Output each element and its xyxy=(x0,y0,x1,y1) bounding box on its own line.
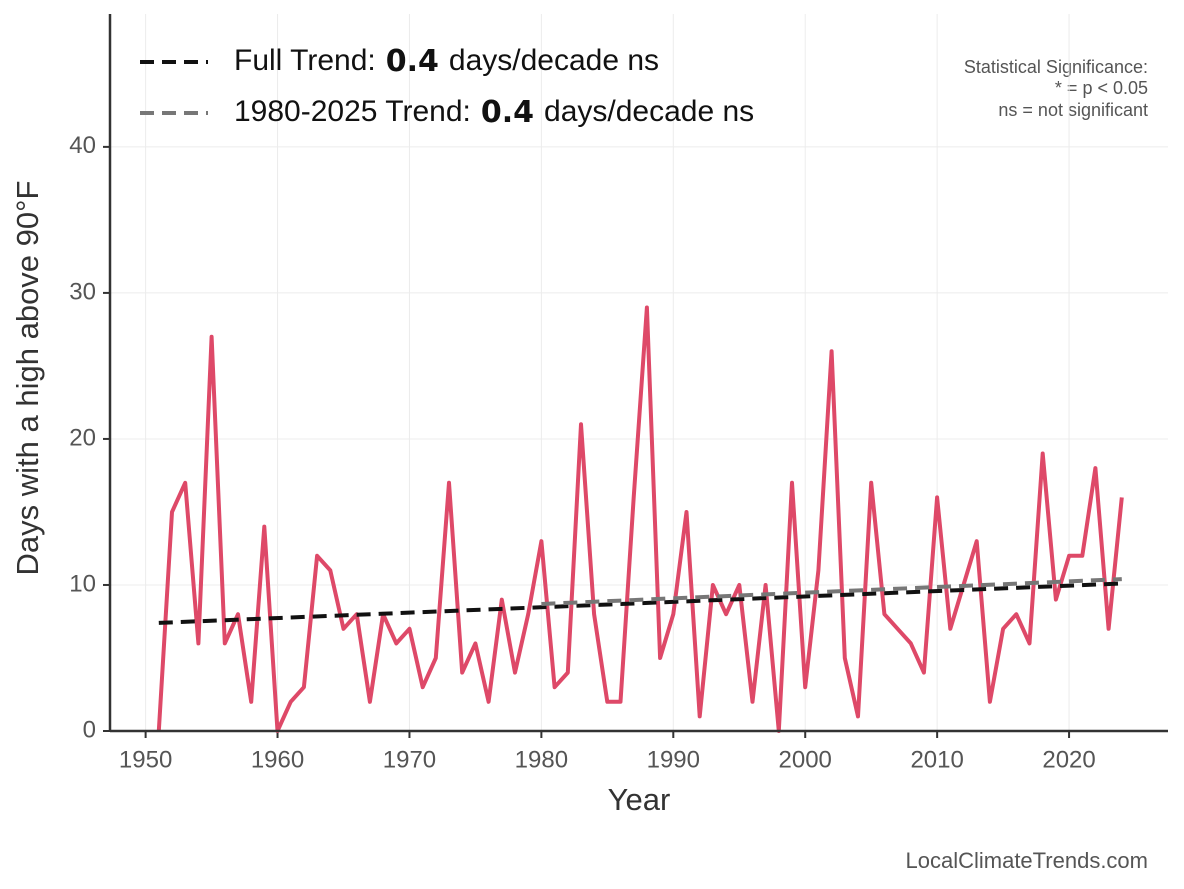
legend-label-start: Full Trend: xyxy=(234,44,376,77)
significance-note: Statistical Significance: xyxy=(964,57,1148,77)
x-tick-label: 2010 xyxy=(910,746,963,773)
x-tick-label: 1950 xyxy=(119,746,172,773)
x-tick-label: 1970 xyxy=(383,746,436,773)
data-line xyxy=(156,305,1124,733)
y-tick-label: 30 xyxy=(69,278,96,305)
y-tick-label: 10 xyxy=(69,570,96,597)
trend-line xyxy=(541,577,1122,606)
x-tick-label: 2000 xyxy=(779,746,832,773)
y-axis-title: Days with a high above 90°F xyxy=(10,181,45,576)
y-tick-label: 40 xyxy=(69,132,96,159)
x-tick-label: 1960 xyxy=(251,746,304,773)
legend-label-end: days/decade ns xyxy=(449,44,659,77)
y-tick-label: 20 xyxy=(69,424,96,451)
significance-note: * = p < 0.05 xyxy=(1055,78,1148,98)
x-tick-label: 2020 xyxy=(1042,746,1095,773)
trend-line xyxy=(158,581,1122,625)
legend-rate: 0.4 xyxy=(386,44,439,79)
legend-rate: 0.4 xyxy=(481,95,534,130)
legend-label-end: days/decade ns xyxy=(544,95,754,128)
y-tick-label: 0 xyxy=(83,716,96,743)
x-tick-label: 1990 xyxy=(647,746,700,773)
x-tick-label: 1980 xyxy=(515,746,568,773)
legend-label-start: 1980-2025 Trend: xyxy=(234,95,471,128)
source: LocalClimateTrends.com xyxy=(906,848,1149,873)
significance-note: ns = not significant xyxy=(998,100,1148,120)
legend-label: 1980-2025 Trend: 0.4 days/decade ns xyxy=(234,95,754,130)
x-axis-title: Year xyxy=(608,782,671,817)
legend-label: Full Trend: 0.4 days/decade ns xyxy=(234,44,659,79)
